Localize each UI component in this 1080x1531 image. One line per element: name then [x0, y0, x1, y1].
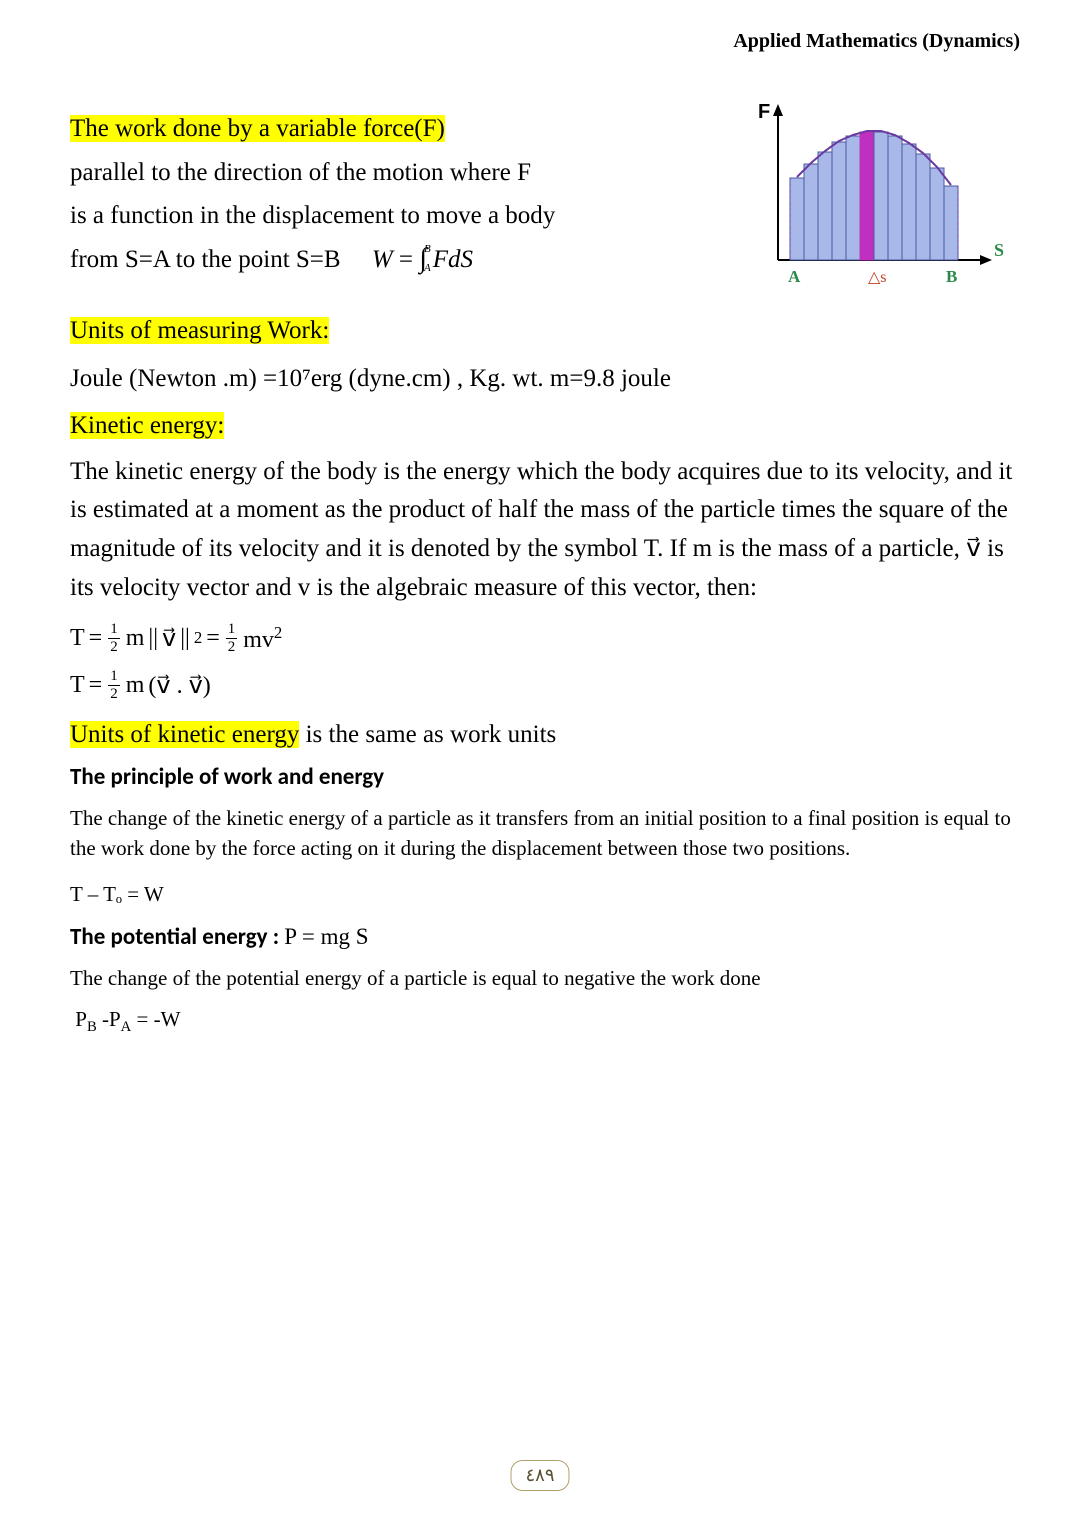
work-section: The work done by a variable force(F) par… — [70, 110, 610, 278]
svg-text:A: A — [788, 267, 801, 286]
principle-text: The change of the kinetic energy of a pa… — [70, 803, 1020, 864]
course-header: Applied Mathematics (Dynamics) — [733, 30, 1020, 53]
kinetic-eq2: T = 12 m (v⃗ . v⃗) — [70, 669, 1020, 702]
work-line2: parallel to the direction of the motion … — [70, 154, 610, 192]
units-work-heading: Units of measuring Work: — [70, 317, 329, 344]
svg-text:B: B — [946, 267, 957, 286]
work-line3: is a function in the displacement to mov… — [70, 197, 610, 235]
work-title: The work done by a variable force(F) — [70, 115, 445, 142]
work-line4: from S=A to the point S=B W = ∫ BA FdS — [70, 241, 610, 279]
work-integral-figure: F S A B △s — [750, 100, 1010, 310]
page-number: ٤٨٩ — [510, 1460, 569, 1491]
potential-eq: PB -PA = -W — [70, 1007, 1020, 1036]
principle-heading: The principle of work and energy — [70, 763, 1020, 791]
units-work-text: Joule (Newton .m) =10⁷erg (dyne.cm) , Kg… — [70, 360, 1020, 398]
svg-text:S: S — [994, 240, 1004, 260]
principle-eq: T – Tₒ = W — [70, 882, 1020, 907]
svg-text:△s: △s — [868, 269, 887, 286]
kinetic-heading: Kinetic energy: — [70, 412, 224, 439]
potential-heading: The potential energy : P = mg S — [70, 923, 1020, 951]
work-formula: W = ∫ BA FdS — [372, 241, 473, 279]
svg-text:F: F — [758, 101, 770, 123]
kinetic-paragraph: The kinetic energy of the body is the en… — [70, 453, 1020, 608]
kinetic-eq1: T = 12 m ||v⃗||2 = 12 mv2 — [70, 622, 1020, 655]
units-ke-line: Units of kinetic energy is the same as w… — [70, 716, 1020, 754]
potential-text: The change of the potential energy of a … — [70, 963, 1020, 993]
